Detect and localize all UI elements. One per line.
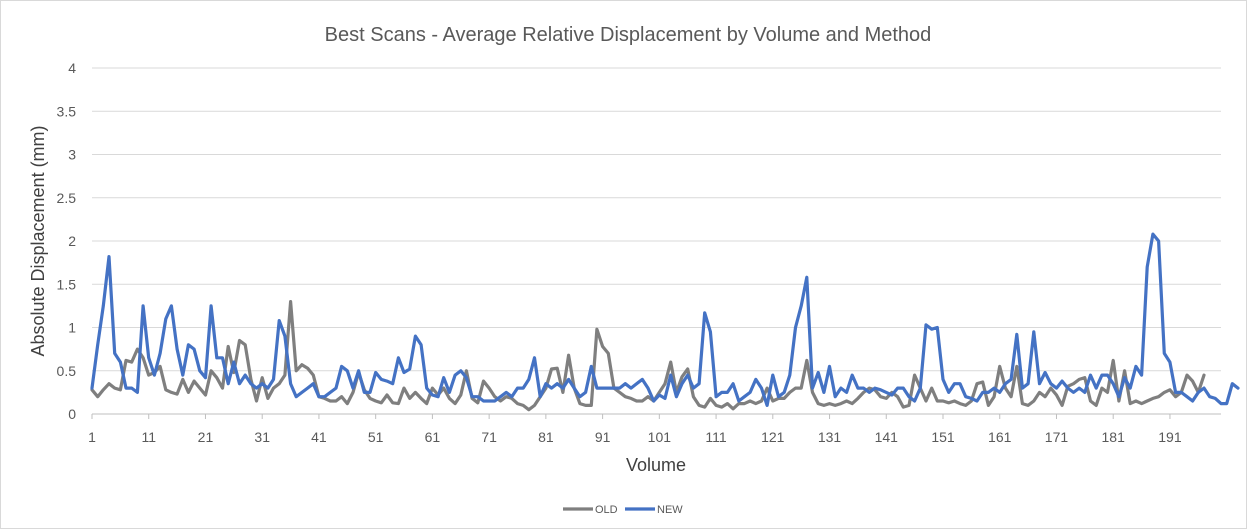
x-tick-label: 21 (198, 429, 214, 445)
x-tick-label: 11 (141, 429, 156, 445)
series-line-new (90, 232, 1240, 407)
x-tick-label: 81 (538, 429, 554, 445)
y-tick-label: 4 (68, 60, 76, 76)
x-tick-label: 121 (761, 429, 785, 445)
x-tick-label: 141 (875, 429, 899, 445)
x-axis-ticks: 1 11 21 31 41 51 61 71 81 91 101 111 121 131 141 151 161… (88, 414, 1182, 445)
x-tick-label: 171 (1045, 429, 1069, 445)
legend-label-new: NEW (657, 504, 683, 516)
x-tick-label: 101 (648, 429, 672, 445)
x-axis-title: Volume (626, 455, 686, 475)
y-tick-label: 1 (68, 320, 76, 336)
x-tick-label: 191 (1158, 429, 1182, 445)
y-tick-label: 2 (68, 233, 76, 249)
y-tick-label: 1.5 (57, 276, 77, 292)
y-tick-label: 3 (68, 147, 76, 163)
x-tick-label: 111 (705, 429, 726, 445)
x-tick-label: 151 (931, 429, 955, 445)
x-tick-label: 91 (595, 429, 611, 445)
x-tick-label: 161 (988, 429, 1012, 445)
x-tick-label: 51 (368, 429, 384, 445)
legend-label-old: OLD (595, 504, 618, 516)
x-tick-label: 131 (818, 429, 842, 445)
series-line-old (90, 300, 1206, 412)
x-tick-label: 31 (254, 429, 270, 445)
y-tick-label: 2.5 (57, 190, 77, 206)
x-tick-label: 61 (425, 429, 441, 445)
y-tick-label: 3.5 (57, 103, 77, 119)
gridlines (92, 67, 1221, 372)
chart-title: Best Scans - Average Relative Displaceme… (325, 24, 932, 46)
legend: OLD NEW (563, 504, 683, 516)
x-tick-label: 71 (481, 429, 497, 445)
x-tick-label: 41 (311, 429, 327, 445)
y-tick-label: 0.5 (57, 363, 77, 379)
x-tick-label: 181 (1102, 429, 1126, 445)
series-layer (90, 232, 1240, 412)
y-tick-label: 0 (68, 406, 76, 422)
y-axis-title: Absolute Displacement (mm) (28, 125, 48, 356)
y-axis-ticks: 0 0.5 1 1.5 2 2.5 3 3.5 4 (57, 60, 77, 422)
x-tick-label: 1 (88, 429, 96, 445)
